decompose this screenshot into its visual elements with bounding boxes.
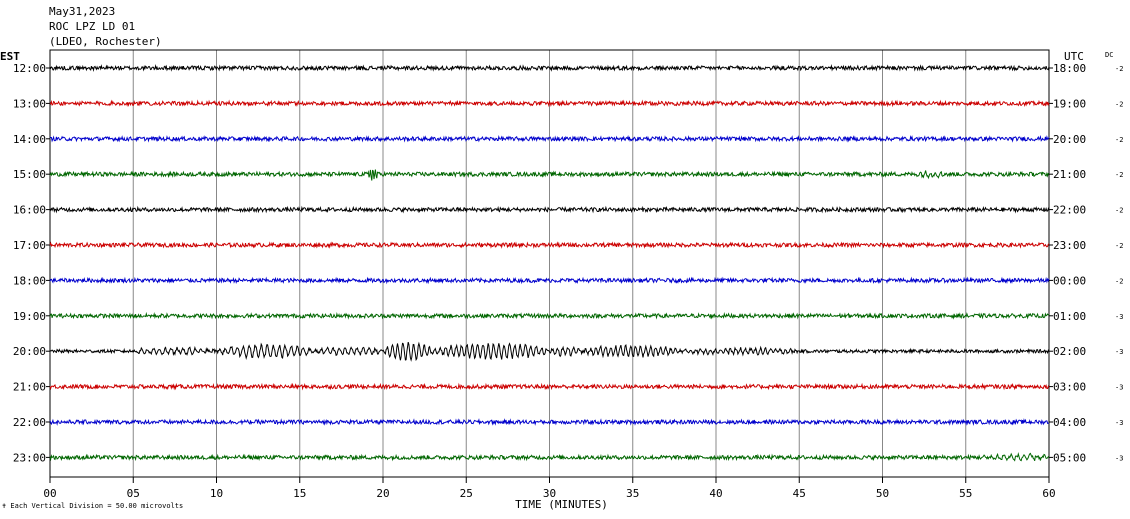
x-tick-label: 40 xyxy=(709,487,722,500)
utc-axis-label: UTC xyxy=(1064,50,1084,63)
utc-time-label: 19:00 xyxy=(1053,97,1086,110)
utc-time-label: 04:00 xyxy=(1053,416,1086,429)
seismic-trace xyxy=(49,169,1049,181)
utc-time-label: 00:00 xyxy=(1053,274,1086,287)
est-time-label: 19:00 xyxy=(13,310,46,323)
footer-note: ✝ Each Vertical Division = 50.00 microvo… xyxy=(2,502,183,510)
x-tick-label: 30 xyxy=(543,487,556,500)
seismic-trace xyxy=(49,64,1050,72)
seismic-trace xyxy=(49,276,1050,285)
est-time-label: 23:00 xyxy=(13,451,46,464)
chart-date: May31,2023 xyxy=(49,5,116,18)
x-tick-label: 50 xyxy=(876,487,889,500)
dc-value: -2 xyxy=(1115,65,1123,73)
x-tick-label: 00 xyxy=(43,487,56,500)
dc-value: -2 xyxy=(1115,277,1123,285)
dc-value: -2 xyxy=(1115,242,1123,250)
est-time-label: 13:00 xyxy=(13,97,46,110)
est-time-label: 22:00 xyxy=(13,416,46,429)
est-time-label: 12:00 xyxy=(13,62,46,75)
utc-time-label: 05:00 xyxy=(1053,451,1086,464)
utc-time-label: 21:00 xyxy=(1053,168,1086,181)
est-time-label: 18:00 xyxy=(13,274,46,287)
dc-value: -3 xyxy=(1115,348,1123,356)
est-time-label: 14:00 xyxy=(13,133,46,146)
x-axis-label: TIME (MINUTES) xyxy=(515,498,608,511)
seismic-trace xyxy=(49,241,1050,249)
est-time-label: 16:00 xyxy=(13,204,46,217)
est-time-label: 21:00 xyxy=(13,381,46,394)
x-tick-label: 45 xyxy=(793,487,806,500)
seismic-trace xyxy=(49,134,1050,143)
seismic-trace xyxy=(49,311,1050,320)
dc-label: DC xyxy=(1105,51,1113,59)
x-tick-label: 60 xyxy=(1042,487,1055,500)
x-tick-label: 15 xyxy=(293,487,306,500)
seismic-trace xyxy=(49,452,1050,462)
dc-value: -3 xyxy=(1115,454,1123,462)
seismic-trace xyxy=(49,418,1050,426)
est-axis-label: EST xyxy=(0,50,20,63)
dc-value: -2 xyxy=(1115,171,1123,179)
seismic-trace xyxy=(49,341,1050,362)
utc-time-label: 02:00 xyxy=(1053,345,1086,358)
x-tick-label: 55 xyxy=(959,487,972,500)
est-time-label: 17:00 xyxy=(13,239,46,252)
dc-value: -2 xyxy=(1115,136,1123,144)
est-time-label: 20:00 xyxy=(13,345,46,358)
dc-value: -2 xyxy=(1115,207,1123,215)
utc-time-label: 18:00 xyxy=(1053,62,1086,75)
dc-value: -2 xyxy=(1115,100,1123,108)
dc-value: -3 xyxy=(1115,313,1123,321)
dc-value: -3 xyxy=(1115,384,1123,392)
seismic-trace xyxy=(49,205,1050,214)
x-tick-label: 10 xyxy=(210,487,223,500)
x-tick-label: 25 xyxy=(460,487,473,500)
dc-value: -3 xyxy=(1115,419,1123,427)
utc-time-label: 01:00 xyxy=(1053,310,1086,323)
x-tick-label: 05 xyxy=(127,487,140,500)
seismic-trace xyxy=(49,382,1050,391)
utc-time-label: 23:00 xyxy=(1053,239,1086,252)
x-tick-label: 20 xyxy=(376,487,389,500)
network-name: (LDEO, Rochester) xyxy=(49,35,162,48)
seismic-trace xyxy=(49,99,1050,108)
station-code: ROC LPZ LD 01 xyxy=(49,20,136,33)
est-time-label: 15:00 xyxy=(13,168,46,181)
utc-time-label: 03:00 xyxy=(1053,381,1086,394)
utc-time-label: 22:00 xyxy=(1053,204,1086,217)
x-tick-label: 35 xyxy=(626,487,639,500)
utc-time-label: 20:00 xyxy=(1053,133,1086,146)
